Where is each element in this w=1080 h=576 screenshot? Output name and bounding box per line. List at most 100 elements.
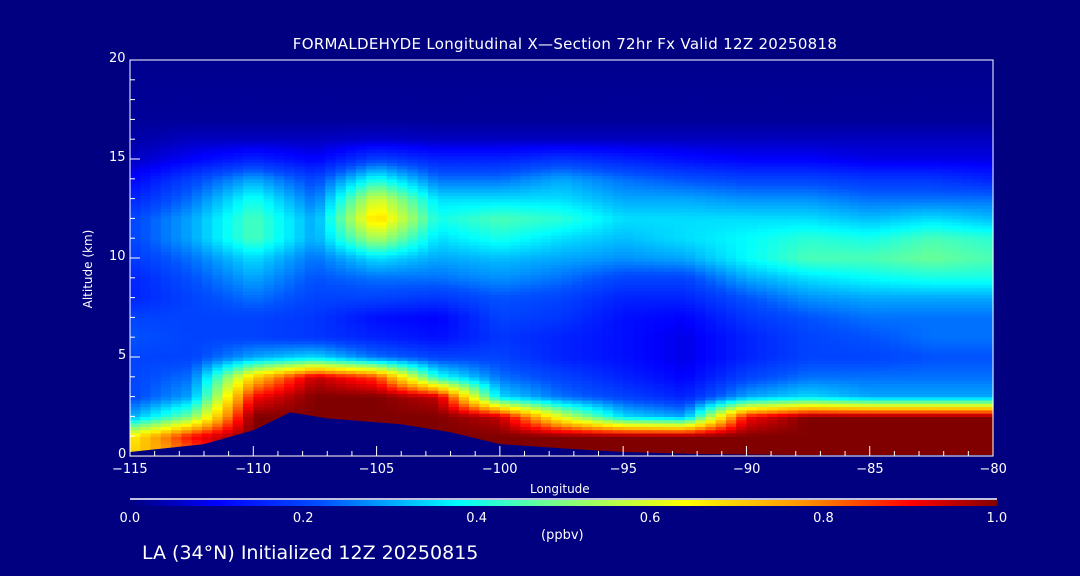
- heatmap-cell: [633, 304, 645, 309]
- heatmap-cell: [499, 333, 511, 338]
- heatmap-cell: [469, 423, 480, 427]
- heatmap-cell: [982, 337, 994, 342]
- heatmap-cell: [130, 393, 141, 398]
- heatmap-cell: [201, 373, 213, 378]
- heatmap-cell: [633, 432, 645, 437]
- heatmap-cell: [417, 294, 429, 299]
- heatmap-cell: [797, 390, 809, 394]
- heatmap-cell: [859, 406, 871, 411]
- heatmap-cell: [376, 376, 388, 381]
- heatmap-cell: [602, 310, 614, 315]
- heatmap-cell: [643, 261, 655, 266]
- heatmap-cell: [571, 432, 583, 437]
- heatmap-cell: [458, 294, 470, 299]
- heatmap-cell: [664, 432, 676, 437]
- heatmap-cell: [140, 347, 152, 351]
- heatmap-cell: [643, 317, 655, 322]
- heatmap-cell: [808, 373, 819, 378]
- heatmap-cell: [366, 416, 378, 421]
- heatmap-cell: [510, 347, 521, 351]
- heatmap-cell: [541, 432, 552, 437]
- heatmap-cell: [140, 442, 152, 447]
- heatmap-cell: [243, 271, 254, 276]
- heatmap-cell: [551, 317, 563, 322]
- heatmap-cell: [582, 343, 593, 348]
- heatmap-cell: [777, 287, 789, 292]
- heatmap-cell: [130, 310, 141, 315]
- heatmap-cell: [160, 277, 172, 282]
- heatmap-cell: [171, 416, 182, 421]
- heatmap-cell: [849, 399, 861, 404]
- heatmap-cell: [458, 314, 470, 318]
- heatmap-cell: [520, 281, 532, 285]
- heatmap-cell: [962, 409, 974, 414]
- heatmap-cell: [962, 396, 974, 401]
- heatmap-cell: [561, 330, 573, 335]
- heatmap-cell: [818, 304, 830, 309]
- heatmap-cell: [561, 271, 573, 276]
- heatmap-cell: [838, 347, 850, 351]
- heatmap-cell: [253, 343, 265, 348]
- heatmap-cell: [797, 300, 809, 305]
- heatmap-cell: [705, 340, 717, 345]
- heatmap-cell: [643, 327, 655, 332]
- heatmap-cell: [941, 310, 953, 315]
- heatmap-cell: [982, 284, 994, 289]
- heatmap-cell: [150, 373, 162, 378]
- heatmap-cell: [777, 340, 789, 345]
- heatmap-cell: [386, 403, 398, 408]
- heatmap-cell: [356, 304, 367, 309]
- heatmap-cell: [438, 287, 450, 292]
- heatmap-cell: [890, 383, 902, 388]
- heatmap-cell: [417, 383, 429, 388]
- heatmap-cell: [356, 267, 367, 272]
- heatmap-cell: [818, 324, 830, 328]
- heatmap-cell: [284, 277, 295, 282]
- heatmap-cell: [222, 360, 234, 365]
- heatmap-cell: [910, 327, 922, 332]
- heatmap-cell: [890, 347, 902, 351]
- heatmap-cell: [900, 396, 912, 401]
- heatmap-cell: [386, 393, 398, 398]
- heatmap-cell: [263, 300, 275, 305]
- heatmap-cell: [931, 333, 943, 338]
- heatmap-cell: [510, 258, 521, 262]
- heatmap-cell: [777, 297, 789, 302]
- heatmap-cell: [756, 403, 768, 408]
- heatmap-cell: [592, 291, 604, 295]
- heatmap-cell: [212, 327, 224, 332]
- heatmap-cell: [458, 423, 470, 427]
- heatmap-cell: [602, 350, 614, 355]
- heatmap-cell: [284, 370, 295, 375]
- heatmap-cell: [602, 406, 614, 411]
- heatmap-cell: [582, 261, 593, 266]
- heatmap-cell: [417, 307, 429, 312]
- heatmap-cell: [643, 403, 655, 408]
- heatmap-cell: [427, 287, 439, 292]
- heatmap-cell: [664, 314, 676, 318]
- heatmap-cell: [571, 317, 583, 322]
- heatmap-cell: [859, 284, 871, 289]
- heatmap-cell: [910, 340, 922, 345]
- heatmap-cell: [623, 413, 634, 417]
- heatmap-cell: [674, 267, 686, 272]
- heatmap-cell: [140, 264, 152, 269]
- heatmap-cell: [962, 310, 974, 315]
- heatmap-cell: [222, 350, 234, 355]
- heatmap-cell: [849, 416, 861, 421]
- heatmap-cell: [695, 258, 706, 262]
- heatmap-cell: [849, 343, 861, 348]
- heatmap-cell: [767, 406, 778, 411]
- heatmap-cell: [499, 383, 511, 388]
- heatmap-cell: [674, 324, 686, 328]
- heatmap-cell: [777, 376, 789, 381]
- heatmap-cell: [530, 327, 542, 332]
- heatmap-cell: [880, 307, 891, 312]
- heatmap-cell: [787, 416, 799, 421]
- heatmap-cell: [972, 350, 984, 355]
- heatmap-cell: [561, 363, 573, 368]
- heatmap-cell: [253, 396, 265, 401]
- heatmap-cell: [859, 327, 871, 332]
- heatmap-cell: [294, 380, 306, 384]
- heatmap-cell: [191, 390, 203, 394]
